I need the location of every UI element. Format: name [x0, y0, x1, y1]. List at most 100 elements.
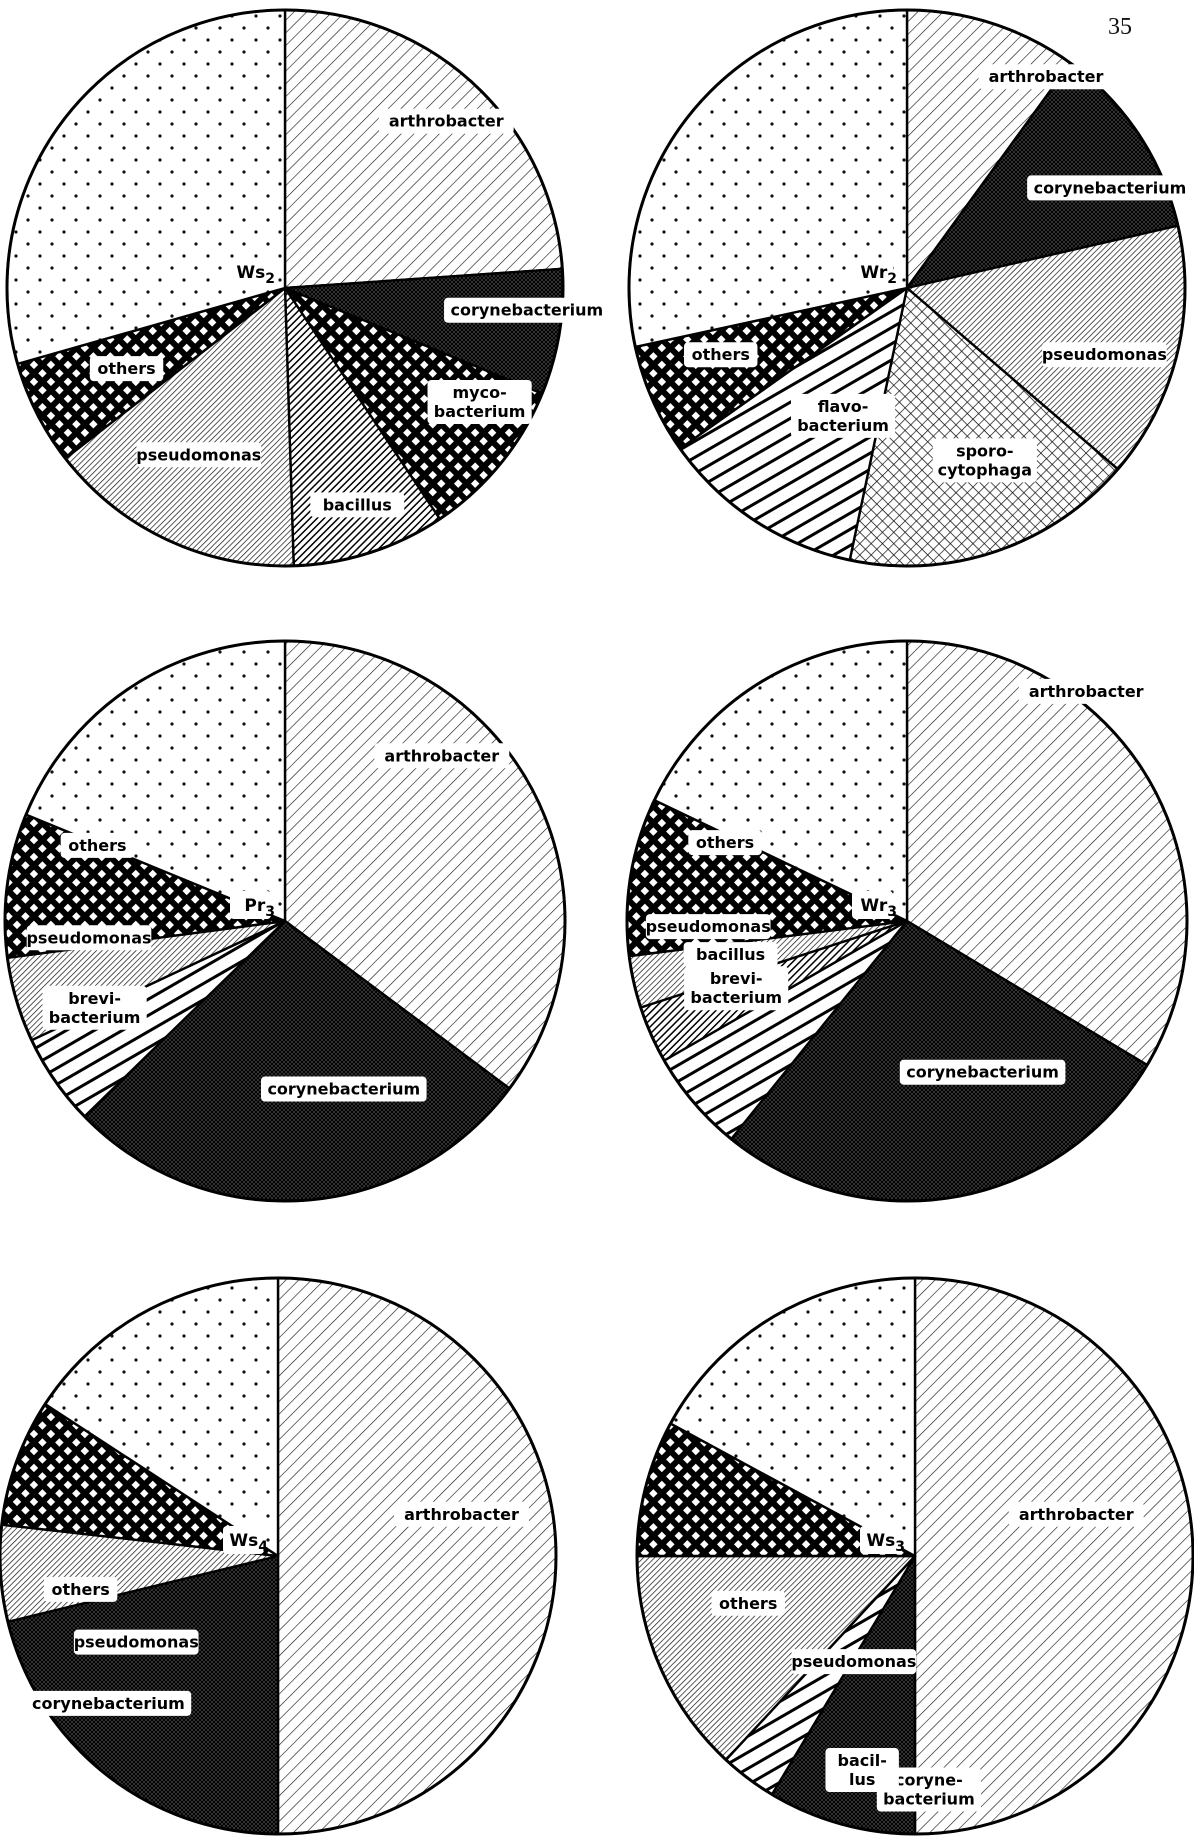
- label-background: [790, 393, 896, 438]
- slice-label: bacil-lus: [825, 1748, 899, 1793]
- slice-label-text: arthrobacter: [1029, 682, 1144, 701]
- slice-label: others: [89, 356, 164, 382]
- pie-outline: [625, 639, 1189, 1203]
- label-background: [42, 985, 147, 1030]
- slice-label: pseudomonas: [136, 442, 262, 468]
- slice-label-text: bacterium: [883, 1790, 975, 1809]
- slice-label: brevi-bacterium: [42, 985, 147, 1030]
- label-background: [688, 830, 762, 856]
- label-background: [136, 442, 262, 468]
- slice-label-text: pseudomonas: [791, 1652, 916, 1671]
- slice-label-text: others: [692, 345, 750, 364]
- slice-label: arthrobacter: [1008, 1501, 1144, 1527]
- pie-slice-unlabeled: [627, 8, 909, 349]
- center-label: Ws3: [866, 1531, 905, 1555]
- slice-label-text: others: [51, 1580, 109, 1599]
- slice-label-text: pseudomonas: [1042, 345, 1167, 364]
- label-background: [684, 966, 789, 1011]
- label-background: [374, 743, 510, 769]
- slice-label: coryne-bacterium: [876, 1767, 981, 1812]
- center-label-background: [852, 258, 893, 286]
- slice-label-text: brevi-: [710, 969, 763, 988]
- center-label: Ws2: [236, 263, 275, 287]
- slice-label: bacillus: [683, 942, 778, 968]
- page-number: 35: [1108, 14, 1132, 40]
- slice-label-text: arthrobacter: [989, 67, 1104, 86]
- slice-label: arthrobacter: [394, 1501, 529, 1527]
- slice-label-text: myco-: [452, 383, 506, 402]
- slice-label-text: arthrobacter: [384, 746, 499, 765]
- slice-label: others: [43, 1576, 118, 1602]
- center-label: Wr3: [860, 896, 897, 920]
- center-label: Ws4: [229, 1531, 268, 1555]
- label-background: [791, 1649, 917, 1675]
- pie-outline: [0, 1276, 558, 1836]
- pie-chart-ws2: arthrobacter corynebacterium myco-bacteriu…: [5, 8, 610, 568]
- label-background: [684, 342, 758, 368]
- slice-label: others: [688, 830, 762, 856]
- slice-label-text: arthrobacter: [1019, 1505, 1134, 1524]
- label-background: [683, 942, 778, 968]
- slice-label-text: bacterium: [49, 1008, 141, 1027]
- slice-label-text: arthrobacter: [404, 1505, 519, 1524]
- label-background: [444, 297, 610, 323]
- label-background: [73, 1629, 199, 1655]
- slice-label-text: arthrobacter: [389, 112, 504, 131]
- slice-label: others: [684, 342, 758, 368]
- center-label-background: [860, 1526, 901, 1554]
- slice-label: corynebacterium: [261, 1076, 427, 1102]
- pie-slice-arthrobacter: [283, 8, 564, 290]
- label-background: [427, 379, 532, 424]
- slice-label-text: corynebacterium: [451, 301, 604, 320]
- label-background: [932, 438, 1037, 483]
- pie-outline: [3, 639, 567, 1203]
- slice-label: corynebacterium: [25, 1690, 192, 1716]
- slice-label-text: bacterium: [797, 416, 889, 435]
- slice-label-text: brevi-: [68, 989, 121, 1008]
- slice-label: arthrobacter: [378, 108, 514, 134]
- slice-label-text: others: [97, 359, 155, 378]
- slice-label-text: corynebacterium: [32, 1694, 185, 1713]
- slice-label-text: others: [719, 1594, 777, 1613]
- slice-label-text: others: [68, 836, 126, 855]
- label-background: [310, 492, 405, 518]
- label-background: [394, 1501, 529, 1527]
- label-background: [26, 925, 152, 951]
- slice-label-text: flavo-: [818, 397, 869, 416]
- label-background: [261, 1076, 427, 1102]
- label-background: [89, 356, 164, 382]
- label-background: [899, 1059, 1066, 1085]
- slice-label: flavo-bacterium: [790, 393, 896, 438]
- slice-label-text: corynebacterium: [906, 1063, 1059, 1082]
- slice-label: pseudomonas: [26, 925, 152, 951]
- label-background: [25, 1690, 192, 1716]
- slice-label: corynebacterium: [1027, 175, 1193, 201]
- label-background: [1042, 342, 1167, 368]
- slice-label-text: bacterium: [434, 402, 526, 421]
- pie-outline: [635, 1276, 1194, 1836]
- slice-label-text: pseudomonas: [646, 917, 771, 936]
- pie-chart-pr3: arthrobacter corynebacterium brevi-bacteri…: [3, 639, 567, 1203]
- slice-label-text: corynebacterium: [267, 1080, 420, 1099]
- slice-label: corynebacterium: [899, 1059, 1066, 1085]
- center-label: Wr2: [860, 263, 897, 287]
- slice-label-text: sporo-: [956, 441, 1014, 460]
- label-background: [876, 1767, 981, 1812]
- slice-label: pseudomonas: [73, 1629, 199, 1655]
- slice-label: corynebacterium: [444, 297, 610, 323]
- center-label-background: [852, 891, 893, 919]
- label-background: [825, 1748, 899, 1793]
- slice-label: arthrobacter: [1018, 678, 1154, 704]
- pie-chart-ws4: arthrobacter corynebacterium pseudomonas ot…: [0, 1276, 558, 1836]
- label-background: [1018, 678, 1154, 704]
- slice-label: myco-bacterium: [427, 379, 532, 424]
- center-label: Pr3: [244, 896, 275, 920]
- slice-label: others: [711, 1590, 785, 1616]
- pie-outline: [627, 8, 1187, 568]
- slice-label-text: corynebacterium: [1034, 178, 1187, 197]
- slice-label-text: pseudomonas: [74, 1633, 199, 1652]
- label-background: [378, 108, 514, 134]
- slice-label-text: cytophaga: [938, 460, 1032, 479]
